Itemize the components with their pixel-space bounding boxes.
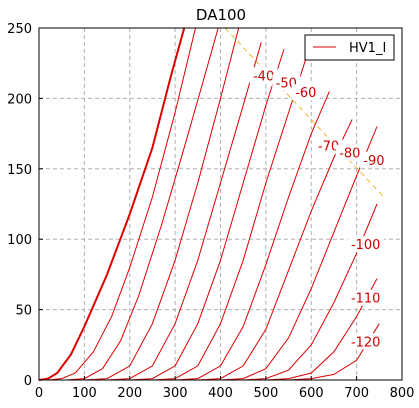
x-tick-label: 0 xyxy=(35,386,43,401)
curve-label: -60 xyxy=(295,86,316,101)
plate-curve-6 xyxy=(152,56,308,381)
curve-label: -50 xyxy=(276,76,297,91)
plate-curve-8 xyxy=(197,119,353,381)
plate-curve-3 xyxy=(84,27,240,381)
curve-label-bg xyxy=(347,289,384,306)
x-tick-label: 100 xyxy=(72,386,97,401)
curve-layer xyxy=(38,27,380,381)
x-tick-label: 200 xyxy=(117,386,142,401)
legend-entry-hv1-i: HV1_I xyxy=(349,41,386,56)
plate-curve-0 xyxy=(38,27,186,381)
load-line-layer xyxy=(224,27,385,198)
curve-label: -40 xyxy=(253,69,274,84)
curve-label-bg xyxy=(347,236,384,253)
plate-curve-2 xyxy=(66,27,219,381)
legend: HV1_I xyxy=(304,34,395,61)
curve-label: -90 xyxy=(363,154,384,169)
y-tick-label: 250 xyxy=(7,22,32,37)
plate-curve-4 xyxy=(107,41,262,381)
y-tick-label: 50 xyxy=(15,304,32,319)
curve-label-bg xyxy=(335,144,364,161)
curve-label-bg xyxy=(347,333,384,350)
y-axis-ticks: 0 50 100 150 200 250 xyxy=(7,22,43,389)
x-tick-label: 800 xyxy=(390,386,415,401)
plate-curve-11 xyxy=(265,278,378,381)
gridlines xyxy=(39,28,402,380)
plate-curve-5 xyxy=(129,48,285,381)
curve-label-layer: -40 -50-60 -70 -80 -90 -100 -110 -120 xyxy=(249,67,388,350)
y-tick-label: 100 xyxy=(7,233,32,248)
curve-label-bg xyxy=(359,151,388,168)
curve-label: -70 xyxy=(318,140,339,155)
plate-curve-1 xyxy=(48,27,196,381)
x-tick-label: 300 xyxy=(163,386,188,401)
y-tick-label: 200 xyxy=(7,92,32,107)
y-tick-label: 0 xyxy=(24,374,32,389)
plate-curve-7 xyxy=(175,91,330,381)
x-axis-ticks: 0 100 200 300 400 500 600 700 800 xyxy=(35,376,415,401)
curve-label: -80 xyxy=(339,147,360,162)
curve-label-bg xyxy=(314,137,343,154)
curve-label: -120 xyxy=(351,335,381,350)
x-tick-label: 700 xyxy=(344,386,369,401)
curve-label: -110 xyxy=(351,292,381,307)
plate-curve-9 xyxy=(220,126,378,381)
curve-label-bg xyxy=(291,84,320,101)
y-tick-label: 150 xyxy=(7,163,32,178)
x-tick-label: 600 xyxy=(299,386,324,401)
curve-label-bg xyxy=(249,67,278,84)
x-tick-label: 500 xyxy=(253,386,278,401)
x-tick-label: 400 xyxy=(208,386,233,401)
chart-title: DA100 xyxy=(196,6,246,24)
load-line xyxy=(224,27,385,198)
curve-label: -100 xyxy=(351,238,381,253)
